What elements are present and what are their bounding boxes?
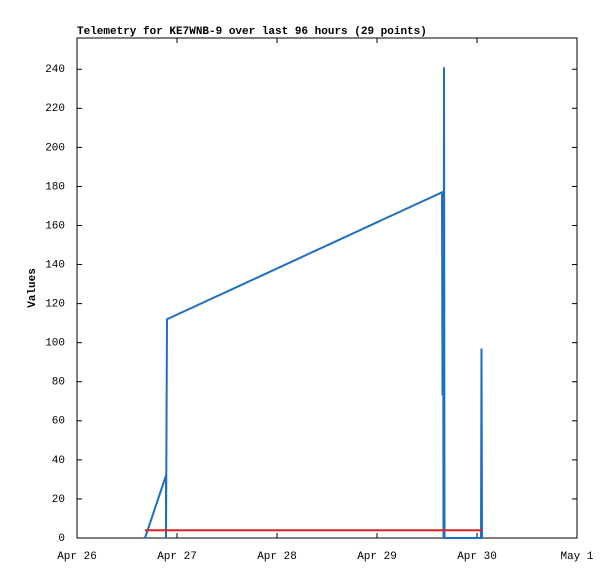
y-tick-label: 180 [45,181,65,193]
y-tick-label: 120 [45,299,65,311]
y-tick-label: 160 [45,220,65,232]
x-tick-label: Apr 27 [157,551,197,563]
y-tick-label: 40 [52,455,65,467]
x-tick-label: May 1 [560,551,593,563]
chart-title: Telemetry for KE7WNB-9 over last 96 hour… [77,26,427,38]
y-tick-label: 60 [52,416,65,428]
y-axis-label: Values [27,268,39,308]
y-tick-label: 140 [45,259,65,271]
y-tick-label: 100 [45,338,65,350]
y-tick-label: 20 [52,494,65,506]
x-tick-label: Apr 30 [457,551,497,563]
y-tick-label: 220 [45,103,65,115]
x-tick-label: Apr 26 [57,551,97,563]
plot-frame [76,37,578,539]
y-tick-label: 200 [45,142,65,154]
y-tick-label: 240 [45,64,65,76]
series-line [144,67,483,539]
y-tick-label: 80 [52,377,65,389]
y-tick-label: 0 [58,533,65,545]
x-tick-label: Apr 28 [257,551,297,563]
x-tick-label: Apr 29 [357,551,397,563]
